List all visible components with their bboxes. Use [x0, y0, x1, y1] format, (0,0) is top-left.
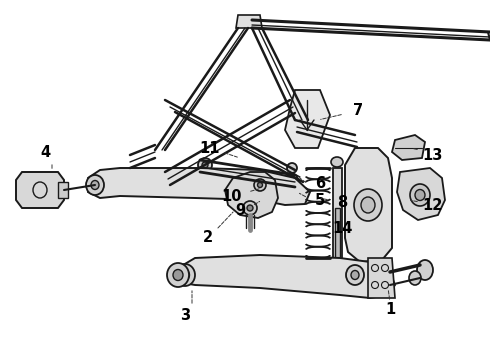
Ellipse shape [351, 270, 359, 279]
Polygon shape [397, 168, 445, 220]
Ellipse shape [91, 180, 99, 189]
Ellipse shape [354, 189, 382, 221]
Polygon shape [225, 172, 278, 218]
Ellipse shape [202, 162, 208, 168]
Text: 2: 2 [203, 230, 213, 246]
Text: 14: 14 [332, 220, 352, 235]
Polygon shape [285, 90, 330, 148]
Ellipse shape [247, 205, 253, 211]
Text: 11: 11 [200, 140, 220, 156]
Polygon shape [335, 208, 340, 268]
Ellipse shape [258, 183, 263, 188]
Polygon shape [178, 255, 395, 298]
Text: 5: 5 [315, 193, 325, 207]
Ellipse shape [286, 174, 298, 186]
Text: 12: 12 [422, 198, 442, 212]
Text: 13: 13 [422, 148, 442, 162]
Text: 4: 4 [40, 144, 50, 159]
Ellipse shape [417, 260, 433, 280]
Ellipse shape [243, 201, 257, 215]
Ellipse shape [409, 271, 421, 285]
Ellipse shape [346, 265, 364, 285]
Polygon shape [392, 135, 425, 160]
Ellipse shape [198, 158, 212, 172]
Ellipse shape [180, 270, 190, 280]
Ellipse shape [173, 270, 183, 280]
Polygon shape [345, 148, 392, 262]
Text: 9: 9 [235, 202, 245, 217]
Text: 1: 1 [385, 302, 395, 318]
Text: 3: 3 [180, 309, 190, 324]
Ellipse shape [361, 197, 375, 213]
Ellipse shape [331, 267, 343, 277]
Polygon shape [333, 168, 342, 258]
Ellipse shape [415, 189, 425, 201]
Text: 6: 6 [315, 176, 325, 190]
Text: 8: 8 [337, 194, 347, 210]
Ellipse shape [175, 264, 195, 286]
Ellipse shape [287, 163, 297, 173]
Polygon shape [368, 258, 395, 298]
Ellipse shape [254, 179, 266, 191]
Polygon shape [16, 172, 64, 208]
Ellipse shape [331, 157, 343, 167]
Ellipse shape [410, 184, 430, 206]
Text: 7: 7 [353, 103, 363, 117]
Ellipse shape [86, 175, 104, 195]
Polygon shape [88, 168, 310, 205]
Polygon shape [58, 182, 68, 198]
Text: 10: 10 [222, 189, 242, 203]
Ellipse shape [290, 177, 294, 183]
Polygon shape [236, 15, 262, 28]
Ellipse shape [167, 263, 189, 287]
